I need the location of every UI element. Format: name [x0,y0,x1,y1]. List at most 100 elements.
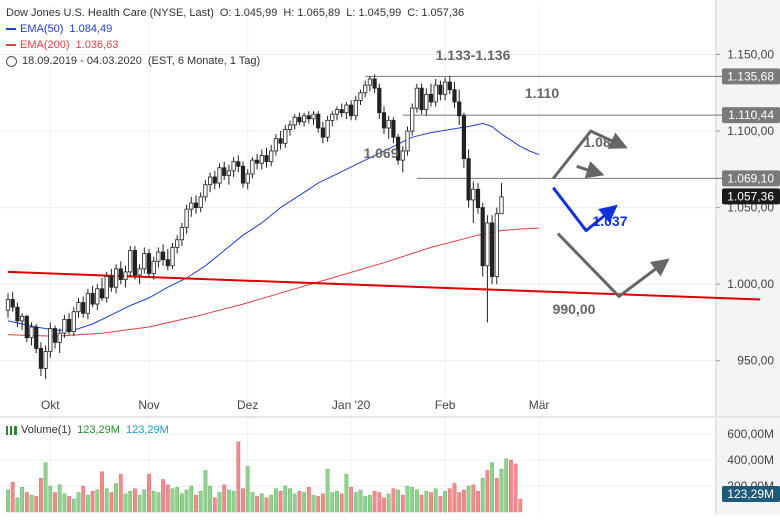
candle-body [316,113,321,129]
y-tick-label: 950,00 [737,354,774,368]
volume-bar [10,481,15,513]
volume-bar [231,491,236,513]
volume-bar [278,491,283,513]
ohlc-high: H: 1.065,89 [283,7,341,19]
ohlc-low: L: 1.045,99 [346,7,402,19]
volume-bar [53,492,57,513]
volume-bar [198,491,203,513]
candle-body [377,87,382,114]
volume-bar [151,491,156,513]
candle-body [499,196,504,215]
volume-bar [438,496,443,513]
volume-bar [24,492,29,513]
ema200-value: 1.036,63 [75,39,119,51]
volume-bar [147,474,151,513]
candle-body [259,155,264,164]
volume-bar [462,489,466,513]
volume-bar [429,492,433,513]
volume-bar [128,491,133,513]
candle-body [5,299,11,311]
candle-body [231,161,236,172]
candle-body [184,208,189,228]
candle-body [410,107,415,132]
candle-body [381,112,387,129]
y-tick-label: 1.100,00 [727,124,774,138]
candle-body [67,318,72,333]
volume-bar [480,478,485,513]
trendline [7,270,761,301]
projection-arrow-blue [552,186,618,233]
volume-bar [302,492,306,513]
candle-body [358,92,363,101]
candle-body [433,84,438,103]
volume-bar [339,493,344,513]
candle-body [391,119,396,138]
annotation-label: 1.133-1.136 [436,47,511,63]
x-tick-label: Dez [237,398,258,412]
volume-bar [109,492,114,513]
volume-bar [485,470,490,513]
volume-legend[interactable]: Volume(1) 123,29M 123,29M [6,424,175,436]
volume-bar [142,489,147,513]
volume-bar [457,492,462,513]
volume-bar [283,485,288,513]
candle-body [400,150,405,161]
volume-tag-label: 123,29M [727,487,774,501]
candle-body [489,222,495,277]
volume-bar [410,487,415,513]
legend-ema50-row[interactable]: EMA(50) 1.084,49 [6,21,470,37]
candle-body [325,119,330,138]
volume-bar [382,497,386,513]
annotations: 1.133-1.136 1.110 1.084 1.069 1.037 990,00 [363,47,627,317]
candle-body [245,173,250,184]
price-tag-label: 1.069,10 [727,171,774,185]
volume-bar [288,488,292,513]
candle-body [151,260,156,274]
volume-bar [43,462,48,513]
price-tag-box [722,170,780,187]
candle-body [62,318,67,334]
volume-label: Volume(1) [21,424,72,436]
candle-body [424,93,429,111]
candle-body [76,302,81,313]
volume-tick-label: 600,00M [727,427,774,441]
candle-body [273,138,279,152]
candle-body [85,292,90,314]
volume-bar [184,489,189,513]
candle-body [386,119,391,129]
volume-bar [447,488,452,513]
ohlc-close: C: 1.057,36 [407,7,465,19]
candle-body [471,188,476,201]
ema50-path [7,122,540,331]
legend-title-row: Dow Jones U.S. Health Care (NYSE, Last) … [6,5,470,21]
volume-bar [170,488,175,513]
price-tag-box [722,188,780,205]
volume-bar [81,485,86,513]
annotation-label: 990,00 [553,301,596,317]
volume-bar [259,493,264,513]
candle-body [71,311,76,333]
y-tick-label: 1.000,00 [727,277,774,291]
volume-bar [335,491,339,513]
candle-body [363,84,368,94]
candle-body [203,184,208,198]
volume-bar [137,494,142,513]
candle-body [461,115,467,160]
candle-body [222,167,227,176]
volume-bar [419,494,424,513]
candle-body [264,155,269,163]
volume-value-1: 123,29M [77,424,120,436]
candle-body [301,115,307,123]
candle-body [395,136,401,161]
volume-bar [321,493,325,513]
candle-body [339,109,344,114]
legend-ema200-row[interactable]: EMA(200) 1.036,63 [6,37,470,53]
ema50-swatch-icon [6,28,16,30]
projection-arrow-upper [552,129,628,180]
candle-body [372,78,377,89]
candle-body [442,81,448,95]
candle-body [428,93,434,103]
candle-body [165,259,170,267]
volume-bar [415,489,419,513]
